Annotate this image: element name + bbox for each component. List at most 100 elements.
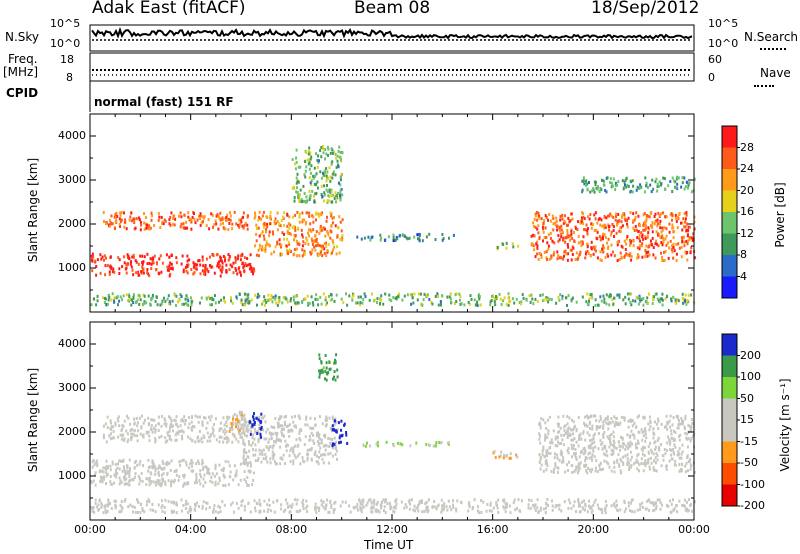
power-ylabel: Slant Range [km] [26, 157, 40, 263]
freq-unit: [MHz] [3, 65, 39, 79]
power-colorbar [721, 125, 740, 299]
colorbar-segment [722, 233, 737, 256]
colorbar-segment [722, 355, 737, 378]
cpid-label: CPID [6, 86, 39, 100]
ytick-label: 1000 [58, 261, 86, 274]
nsky-label: N.Sky [5, 30, 40, 44]
station-title: Adak East (fitACF) [92, 0, 246, 18]
colorbar-tick-label: -50 [740, 456, 758, 469]
echo-band-2 [253, 210, 344, 258]
echo-band-3 [291, 145, 344, 205]
colorbar-tick-label: 15 [740, 413, 754, 426]
freq-panel-frame [89, 52, 695, 82]
colorbar-segment [722, 463, 737, 485]
echo-band-0 [90, 458, 255, 488]
date-title: 18/Sep/2012 [591, 0, 700, 18]
colorbar-segment [722, 126, 737, 148]
colorbar-tick-label: 16 [740, 205, 754, 218]
beam-title: Beam 08 [354, 0, 431, 18]
colorbar-tick-label: 200 [740, 348, 761, 362]
colorbar-tick-label: 20 [740, 183, 754, 197]
nsearch-tick-top: 10^5 [708, 17, 739, 30]
echo-band-8 [492, 450, 519, 460]
echo-band-8 [90, 292, 696, 307]
nsearch-legend-line [760, 48, 786, 50]
echo-band-1 [102, 414, 243, 444]
ytick-label: 1000 [58, 469, 86, 482]
echo-band-7 [581, 175, 696, 194]
nave-legend-line [754, 85, 774, 87]
echo-band-7 [362, 440, 450, 448]
colorbar-tick-label: 8 [740, 248, 747, 261]
freq-trace [92, 69, 692, 76]
nave-tick-bottom: 0 [708, 71, 715, 84]
echo-band-6 [318, 353, 339, 382]
velocity-colorbar [721, 333, 740, 507]
echo-band-0 [90, 252, 256, 278]
nsearch-tick-bottom: 10^0 [708, 37, 739, 50]
nsky-line [91, 26, 693, 40]
xtick-label: 12:00 [376, 523, 408, 536]
ytick-label: 4000 [58, 337, 86, 350]
colorbar-tick-label: 100 [740, 370, 761, 383]
freq-label: Freq. [8, 52, 38, 66]
colorbar-tick-label: 4 [740, 269, 747, 283]
colorbar-tick-label: 28 [740, 140, 754, 154]
colorbar-tick-label: 50 [740, 391, 754, 405]
xtick-label: 08:00 [275, 523, 308, 536]
echo-band-9 [538, 414, 696, 475]
colorbar-tick-label: 24 [740, 162, 754, 175]
colorbar-segment [722, 147, 737, 170]
colorbar-segment [722, 377, 737, 399]
ytick-label: 2000 [58, 425, 86, 438]
nave-label: Nave [760, 66, 791, 80]
velocity-colorbar-label: Velocity [m s⁻¹] [778, 378, 792, 472]
colorbar-segment [722, 484, 737, 507]
xtick-label: 20:00 [577, 523, 610, 536]
colorbar-tick-label: -15 [740, 434, 758, 448]
colorbar-segment [722, 255, 737, 277]
cpid-value: normal (fast) 151 RF [94, 95, 234, 109]
ytick-label: 2000 [58, 217, 86, 230]
velocity-panel [89, 321, 696, 521]
colorbar-segment [722, 169, 737, 191]
xtick-label: 00:00 [74, 523, 106, 536]
nsky-tick-top: 10^5 [50, 17, 81, 30]
xtick-label: 00:00 [678, 523, 710, 536]
nsky-panel-frame [89, 24, 695, 52]
freq-tick-top: 18 [60, 53, 74, 66]
nsky-trace [91, 26, 693, 41]
echo-band-6 [530, 210, 696, 263]
colorbar-segment [722, 212, 737, 234]
echo-band-5 [331, 419, 349, 448]
colorbar-segment [722, 398, 737, 421]
colorbar-tick-label: -100 [740, 477, 765, 491]
colorbar-tick-label: 12 [740, 226, 754, 240]
power-colorbar-label: Power [dB] [773, 182, 787, 248]
ytick-label: 3000 [58, 381, 86, 394]
nsky-tick-bottom: 10^0 [50, 37, 81, 50]
velocity-ylabel: Slant Range [km] [26, 367, 40, 473]
colorbar-segment [722, 190, 737, 213]
echo-band-4 [356, 232, 455, 243]
time-xlabel: Time UT [364, 538, 414, 552]
echo-band-10 [90, 498, 696, 515]
colorbar-segment [722, 420, 737, 442]
echo-band-5 [496, 241, 520, 251]
freq-tick-bottom: 8 [66, 71, 73, 84]
power-panel [89, 113, 696, 313]
nave-tick-top: 60 [708, 53, 722, 66]
colorbar-segment [722, 276, 737, 299]
echo-band-1 [102, 210, 249, 232]
colorbar-tick-label: -200 [740, 499, 765, 512]
colorbar-segment [722, 334, 737, 356]
echo-band-3 [228, 410, 249, 435]
echo-band-4 [248, 412, 263, 439]
xtick-label: 04:00 [174, 523, 207, 536]
colorbar-segment [722, 441, 737, 464]
nsearch-label: N.Search [744, 30, 799, 44]
ytick-label: 4000 [58, 129, 86, 142]
xtick-label: 16:00 [476, 523, 509, 536]
ytick-label: 3000 [58, 173, 86, 186]
